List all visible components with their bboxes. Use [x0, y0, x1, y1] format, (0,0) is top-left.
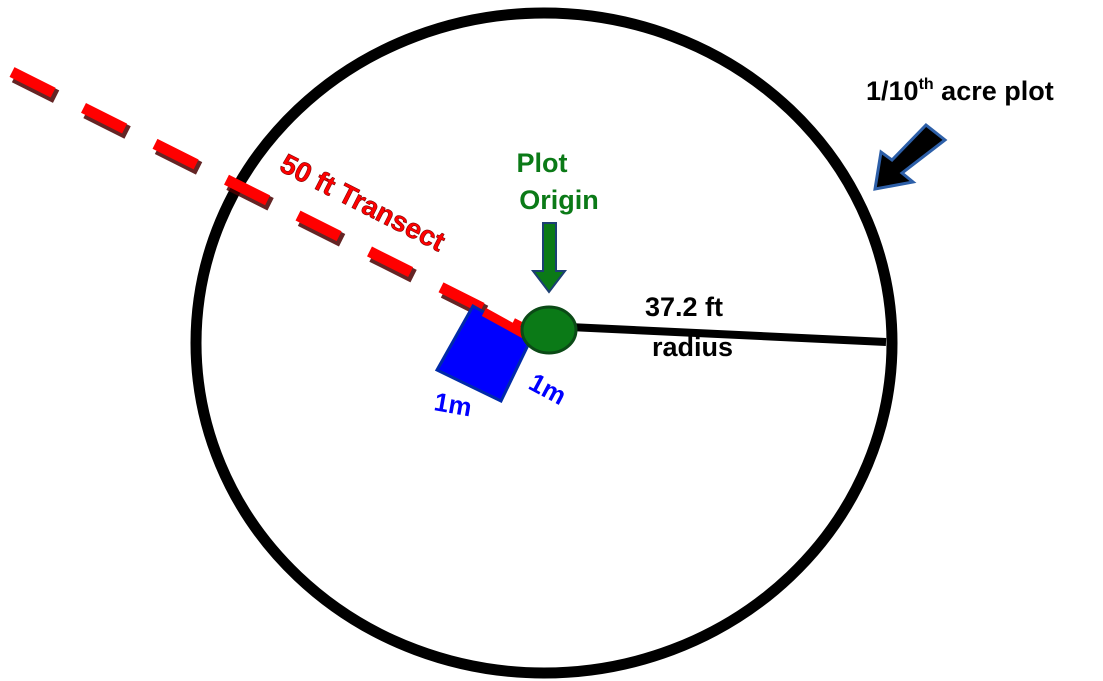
origin-arrow-icon: [530, 222, 568, 294]
plot-origin-marker: [520, 305, 578, 355]
origin-label-line1: Plot: [517, 148, 568, 178]
radius-line: [547, 322, 887, 346]
origin-label-line2: Origin: [519, 185, 599, 215]
plot-size-label: 1/10th acre plot: [866, 76, 1054, 106]
plot-pointer-arrow-icon: [873, 122, 948, 191]
quadrat-square: [434, 303, 533, 404]
radius-label-line2: radius: [652, 332, 733, 362]
transect-line-highlight: [9, 67, 523, 332]
transect-label: 50 ft Transect: [275, 148, 450, 258]
radius-label-line1: 37.2 ft: [645, 292, 723, 322]
quadrat-side-label-bottom: 1m: [432, 386, 474, 422]
quadrat-side-label-right: 1m: [524, 367, 571, 411]
plot-boundary-circle: [190, 7, 898, 679]
